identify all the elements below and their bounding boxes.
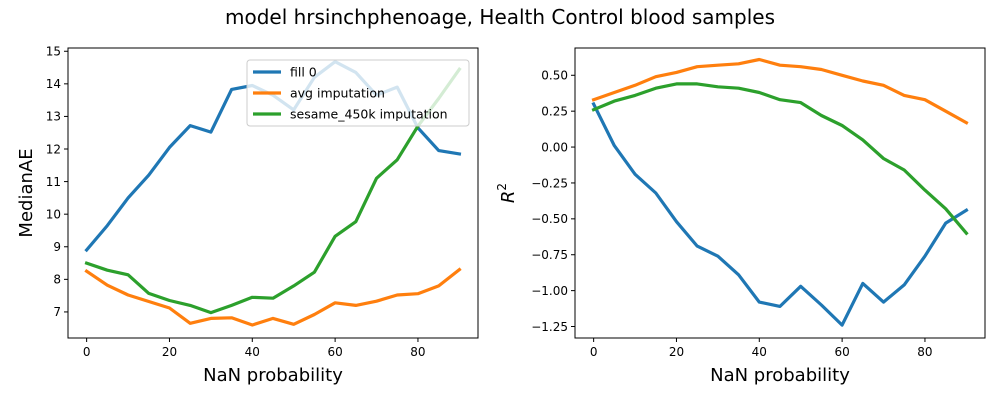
x-tick-label: 20 (669, 345, 684, 359)
x-axis-label: NaN probability (203, 365, 343, 386)
series-line-avg-imputation (84, 267, 462, 327)
y-tick-label: 0.25 (541, 104, 568, 118)
y-tick-label: 0.00 (541, 140, 568, 154)
x-tick-label: 60 (327, 345, 342, 359)
x-tick-label: 80 (917, 345, 932, 359)
x-tick-label: 20 (162, 345, 177, 359)
y-tick-label: −0.75 (531, 248, 568, 262)
y-tick-label: 7 (53, 305, 61, 319)
y-tick-label: 0.50 (541, 69, 568, 83)
legend-label: fill 0 (290, 65, 317, 80)
y-tick-label: −0.25 (531, 176, 568, 190)
axes-frame (574, 47, 986, 339)
y-tick-label: 12 (46, 142, 61, 156)
right-chart-r-squared: 0 20 40 60 80 0.50 0.25 0.00 −0.25 −0.50 −0.75 −1.0… (495, 47, 986, 386)
legend-box (246, 59, 470, 127)
y-axis-label: MedianAE (16, 148, 37, 237)
x-tick-label: 40 (752, 345, 767, 359)
y-tick-label: −1.00 (531, 284, 568, 298)
y-tick-label: 10 (46, 207, 61, 221)
legend: fill 0 avg imputation sesame_450k imputati… (246, 59, 470, 127)
y-tick-label: 9 (53, 240, 61, 254)
y-tick-label: 14 (46, 77, 61, 91)
y-tick-label: 13 (46, 110, 61, 124)
y-tick-label: −1.25 (531, 320, 568, 334)
figure-title: model hrsinchphenoage, Health Control bl… (225, 5, 775, 29)
left-chart-median-ae: 0 20 40 60 80 7 8 9 10 11 12 13 14 15 NaN probability M… (16, 45, 479, 386)
series-line-sesame-450k-imputation (84, 66, 462, 315)
legend-label: avg imputation (290, 86, 385, 101)
series-line-sesame-450k-imputation (591, 82, 969, 236)
x-tick-label: 40 (245, 345, 260, 359)
y-tick-label: −0.50 (531, 212, 568, 226)
x-axis-label: NaN probability (710, 365, 850, 386)
y-tick-label: 11 (46, 175, 61, 189)
series-line-avg-imputation (591, 57, 969, 125)
series-line-fill-0 (591, 101, 969, 327)
axes-frame (67, 47, 479, 339)
y-tick-label: 15 (46, 45, 61, 59)
x-tick-label: 0 (83, 345, 91, 359)
x-tick-label: 60 (834, 345, 849, 359)
x-tick-label: 80 (410, 345, 425, 359)
x-tick-label: 0 (590, 345, 598, 359)
y-axis-label: R2 (495, 183, 519, 203)
legend-label: sesame_450k imputation (290, 107, 448, 122)
y-tick-label: 8 (53, 273, 61, 287)
